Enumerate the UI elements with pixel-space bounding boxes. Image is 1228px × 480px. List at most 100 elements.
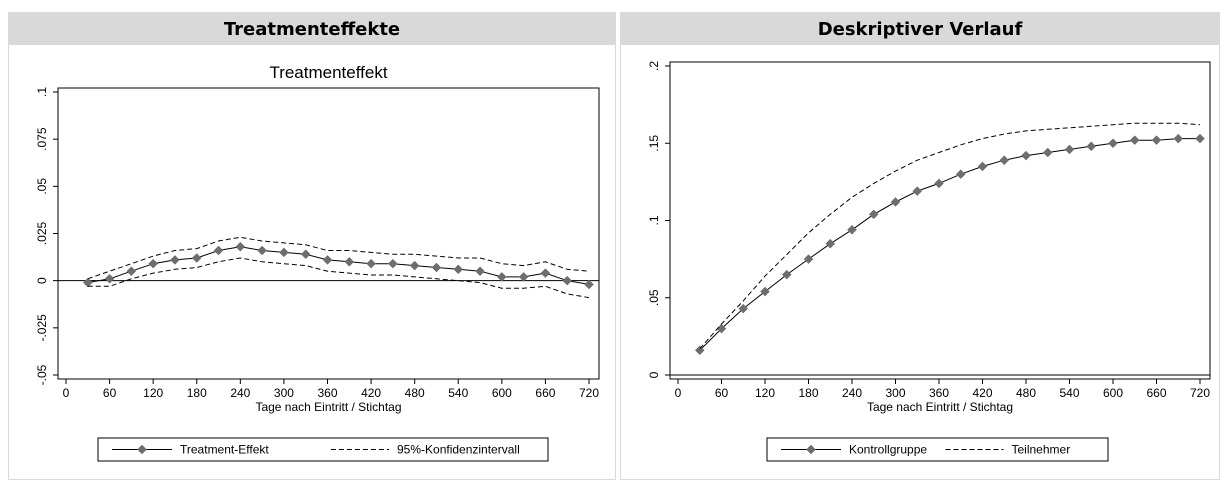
x-tick-label: 660 (1146, 386, 1166, 400)
data-point (191, 253, 202, 263)
x-tick-label: 720 (1190, 386, 1210, 400)
data-point (235, 241, 246, 252)
data-point (738, 303, 749, 314)
x-tick-label: 0 (63, 386, 70, 400)
data-point (344, 256, 355, 267)
data-point (1195, 133, 1205, 144)
panel-header: Deskriptiver Verlauf (621, 13, 1219, 45)
panel-header: Treatmenteffekte (9, 13, 615, 45)
data-point (496, 272, 507, 282)
y-tick-label: .15 (647, 135, 661, 152)
data-point (104, 273, 115, 284)
x-tick-label: 540 (448, 386, 468, 400)
data-point (694, 345, 705, 356)
data-point (977, 161, 988, 172)
series-line-dashed (699, 122, 1201, 350)
data-point (934, 178, 944, 189)
legend-label: Kontrollgruppe (849, 443, 927, 457)
data-point (300, 249, 311, 260)
data-point (126, 266, 137, 277)
data-point (540, 268, 551, 278)
x-tick-label: 600 (492, 386, 512, 400)
x-tick-label: 600 (1103, 386, 1123, 400)
data-point (868, 209, 879, 220)
y-tick-label: .075 (35, 127, 49, 151)
x-tick-label: 480 (405, 386, 425, 400)
x-tick-label: 120 (755, 386, 775, 400)
data-point (322, 255, 333, 265)
x-tick-label: 660 (535, 386, 555, 400)
data-point (475, 266, 485, 277)
y-tick-label: .05 (647, 289, 661, 306)
x-axis-label: Tage nach Eintritt / Stichtag (255, 400, 401, 414)
plot-frame (669, 61, 1211, 380)
series-line (87, 246, 590, 285)
x-tick-label: 60 (103, 386, 117, 400)
x-tick-label: 420 (361, 386, 381, 400)
legend-box (766, 437, 1109, 462)
data-point (388, 258, 398, 269)
data-point (518, 272, 529, 282)
data-point (1064, 144, 1075, 155)
data-point (825, 238, 836, 249)
data-point (431, 262, 442, 273)
data-point (912, 186, 923, 196)
y-tick-label: 0 (647, 371, 661, 378)
data-point (82, 277, 93, 288)
data-point (1042, 147, 1053, 158)
legend-label: Treatment-Effekt (180, 443, 269, 457)
series-line-dashed (87, 236, 590, 280)
data-point (562, 275, 573, 286)
x-tick-label: 540 (1059, 386, 1079, 400)
data-point (999, 155, 1010, 166)
data-point (1021, 150, 1031, 161)
data-point (584, 279, 594, 290)
data-point (366, 258, 376, 269)
y-tick-label: 0 (35, 277, 49, 284)
y-tick-label: .05 (35, 178, 49, 195)
x-tick-label: 420 (972, 386, 992, 400)
data-point (1086, 141, 1097, 152)
data-point (1129, 135, 1140, 146)
data-point (781, 269, 792, 280)
x-tick-label: 180 (187, 386, 207, 400)
series-line (699, 138, 1200, 351)
y-tick-label: -.05 (35, 364, 49, 385)
data-point (803, 254, 814, 264)
data-point (1151, 135, 1162, 146)
x-tick-label: 480 (1016, 386, 1036, 400)
x-tick-label: 0 (675, 386, 682, 400)
data-point (213, 245, 224, 256)
legend-label: Teilnehmer (1012, 443, 1071, 457)
x-tick-label: 720 (579, 386, 599, 400)
data-point (760, 286, 770, 297)
series-line-dashed (87, 257, 590, 299)
legend-label: 95%-Konfidenzintervall (397, 443, 520, 457)
x-axis-label: Tage nach Eintritt / Stichtag (867, 400, 1013, 414)
x-tick-label: 240 (230, 386, 250, 400)
data-point (1108, 138, 1118, 149)
data-point (257, 245, 267, 256)
panel-deskriptiver-verlauf: Deskriptiver Verlauf (620, 12, 1220, 480)
data-point (409, 260, 420, 271)
chart-title: Treatmenteffekt (269, 63, 387, 82)
y-tick-label: .2 (647, 61, 661, 71)
x-tick-label: 120 (143, 386, 163, 400)
data-point (955, 169, 966, 180)
y-tick-label: .025 (35, 221, 49, 245)
data-point (170, 255, 180, 265)
data-point (148, 258, 159, 269)
data-point (1173, 133, 1184, 144)
panel-treatmenteffekte: Treatmenteffekte (8, 12, 616, 480)
x-tick-label: 300 (274, 386, 294, 400)
x-tick-label: 360 (929, 386, 949, 400)
data-point (453, 264, 464, 275)
y-tick-label: -.025 (35, 314, 49, 342)
x-tick-label: 300 (885, 386, 905, 400)
data-point (279, 247, 289, 258)
data-point (890, 197, 901, 207)
legend-marker (137, 444, 147, 455)
x-tick-label: 240 (842, 386, 862, 400)
data-point (847, 224, 857, 235)
